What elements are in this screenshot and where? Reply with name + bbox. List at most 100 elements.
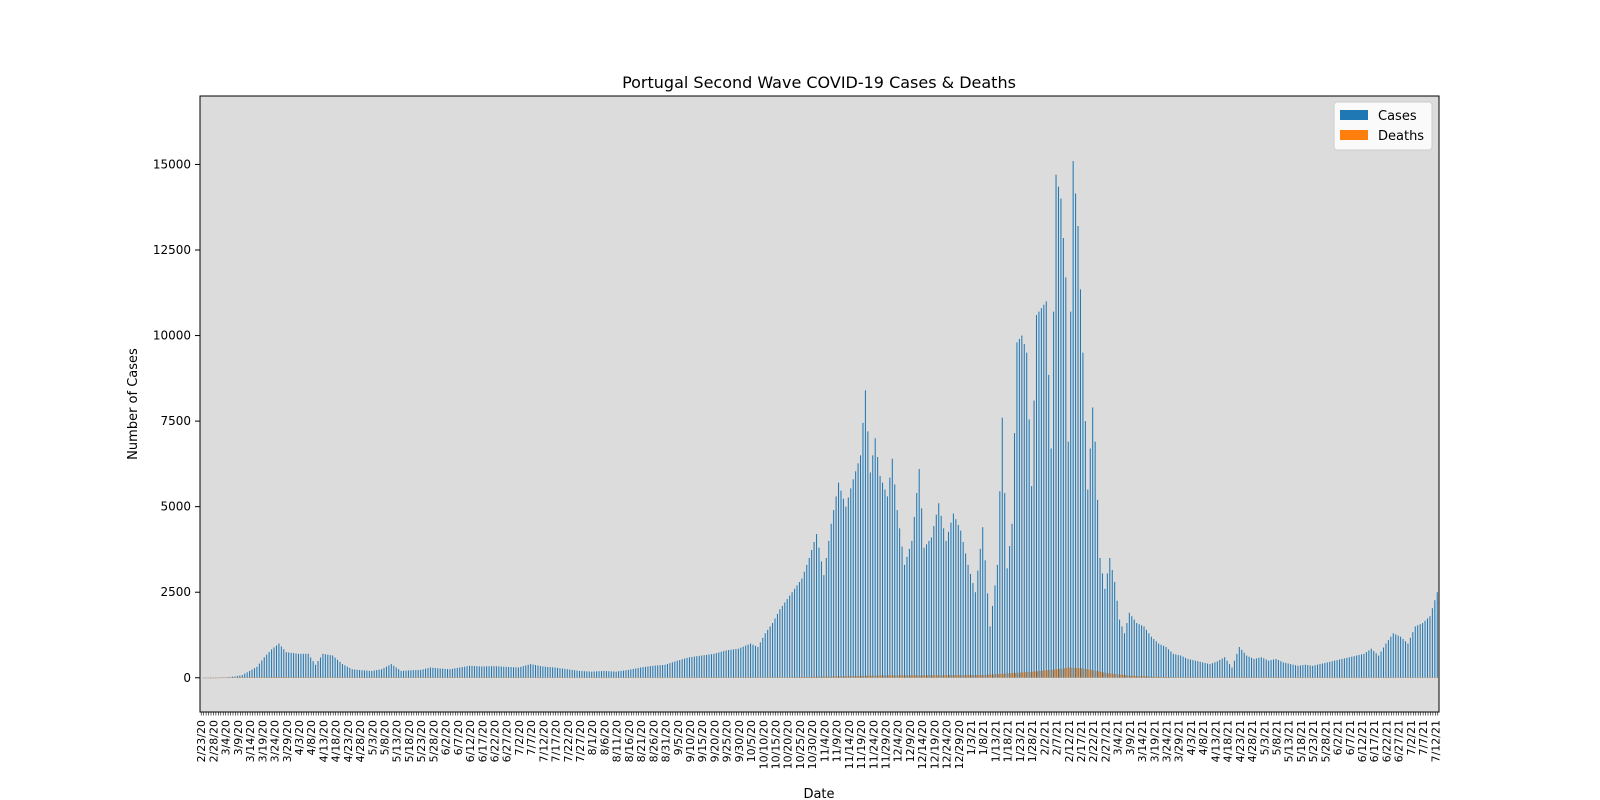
cases-bar [989, 626, 991, 678]
deaths-bar [538, 677, 540, 679]
deaths-bar [518, 677, 520, 679]
deaths-bar [206, 677, 208, 679]
x-tick-label: 4/8/20 [305, 720, 318, 755]
x-tick-label: 6/22/21 [1380, 720, 1393, 762]
deaths-bar [1046, 670, 1048, 678]
deaths-bar [875, 675, 877, 678]
deaths-bar [1303, 677, 1305, 679]
deaths-bar [1300, 677, 1302, 679]
deaths-bar [1296, 677, 1298, 679]
deaths-bar [1259, 677, 1261, 678]
deaths-bar [1366, 677, 1368, 679]
deaths-bar [1264, 677, 1266, 678]
deaths-bar [851, 676, 853, 678]
deaths-bar [1088, 669, 1090, 678]
deaths-bar [1051, 669, 1053, 678]
x-tick-label: 4/13/20 [317, 720, 330, 762]
cases-bar [745, 645, 747, 678]
deaths-bar [330, 677, 332, 678]
x-tick-label: 8/21/20 [635, 720, 648, 762]
deaths-bar [1369, 677, 1371, 679]
deaths-bar [1080, 668, 1083, 678]
cases-bar [1021, 335, 1023, 678]
cases-bar [310, 657, 312, 678]
cases-bar [549, 667, 551, 678]
cases-bar [285, 652, 287, 678]
deaths-bar [966, 675, 968, 678]
deaths-bar [516, 677, 518, 679]
x-tick-label: 7/7/21 [1417, 720, 1430, 755]
deaths-bar [1340, 677, 1342, 679]
deaths-bar [448, 677, 450, 678]
deaths-bar [702, 677, 704, 679]
cases-bar [283, 649, 285, 678]
cases-bar [569, 669, 571, 678]
deaths-bar [1024, 672, 1026, 678]
cases-bar [261, 660, 263, 678]
cases-bar [542, 666, 544, 678]
cases-bar [1197, 661, 1199, 678]
deaths-bar [465, 677, 467, 678]
deaths-bar [254, 677, 257, 678]
deaths-bar [318, 677, 320, 678]
cases-bar [896, 510, 898, 678]
x-tick-label: 3/19/21 [1148, 720, 1161, 762]
cases-bar [789, 595, 791, 678]
cases-bar [503, 666, 505, 678]
cases-bar [754, 645, 756, 678]
cases-bar [874, 438, 876, 678]
deaths-bar [533, 677, 535, 679]
deaths-bar [1195, 677, 1197, 678]
cases-bar [1353, 656, 1355, 678]
cases-bar [1329, 661, 1331, 678]
deaths-bar [1352, 677, 1354, 679]
deaths-bar [653, 677, 655, 679]
x-tick-label: 5/28/21 [1319, 720, 1332, 762]
cases-bar [361, 670, 363, 678]
cases-bar [476, 666, 478, 678]
deaths-bar [355, 677, 357, 678]
cases-bar [1297, 665, 1299, 678]
deaths-bar [738, 677, 740, 678]
deaths-bar [1430, 677, 1432, 679]
deaths-bar [509, 677, 511, 679]
cases-bar [706, 654, 708, 678]
deaths-bar [1423, 677, 1425, 679]
deaths-bar [306, 677, 308, 678]
deaths-bar [279, 677, 281, 678]
deaths-bar [883, 675, 885, 678]
deaths-bar [1054, 669, 1056, 678]
deaths-bar [257, 677, 259, 678]
deaths-bar [1388, 677, 1390, 679]
cases-bar [1182, 656, 1184, 678]
deaths-bar [633, 677, 635, 679]
x-tick-label: 6/22/20 [488, 720, 501, 762]
cases-bar [889, 477, 891, 678]
deaths-bar [242, 677, 244, 678]
cases-bar [1424, 620, 1426, 678]
cases-bar [996, 564, 998, 678]
deaths-bar [1061, 668, 1063, 678]
cases-bar [1084, 421, 1086, 678]
cases-bar [1057, 186, 1059, 678]
x-tick-label: 8/31/20 [660, 720, 673, 762]
x-tick-label: 9/30/20 [733, 720, 746, 762]
deaths-bar [1083, 668, 1085, 678]
deaths-bar [839, 676, 841, 678]
cases-bar [862, 422, 864, 678]
deaths-bar [467, 677, 469, 678]
x-tick-label: 6/12/20 [464, 720, 477, 762]
cases-bar [293, 653, 295, 678]
deaths-bar [220, 677, 222, 679]
deaths-bar [423, 677, 425, 678]
legend-label-cases: Cases [1378, 109, 1417, 124]
cases-bar [1011, 523, 1013, 678]
cases-bar [439, 668, 441, 678]
cases-bar [415, 670, 417, 678]
deaths-bar [927, 675, 929, 678]
deaths-bar [687, 677, 689, 679]
deaths-bar [1076, 667, 1078, 678]
deaths-bar [802, 677, 804, 678]
cases-bar [600, 671, 603, 678]
x-tick-label: 11/29/20 [879, 720, 892, 769]
